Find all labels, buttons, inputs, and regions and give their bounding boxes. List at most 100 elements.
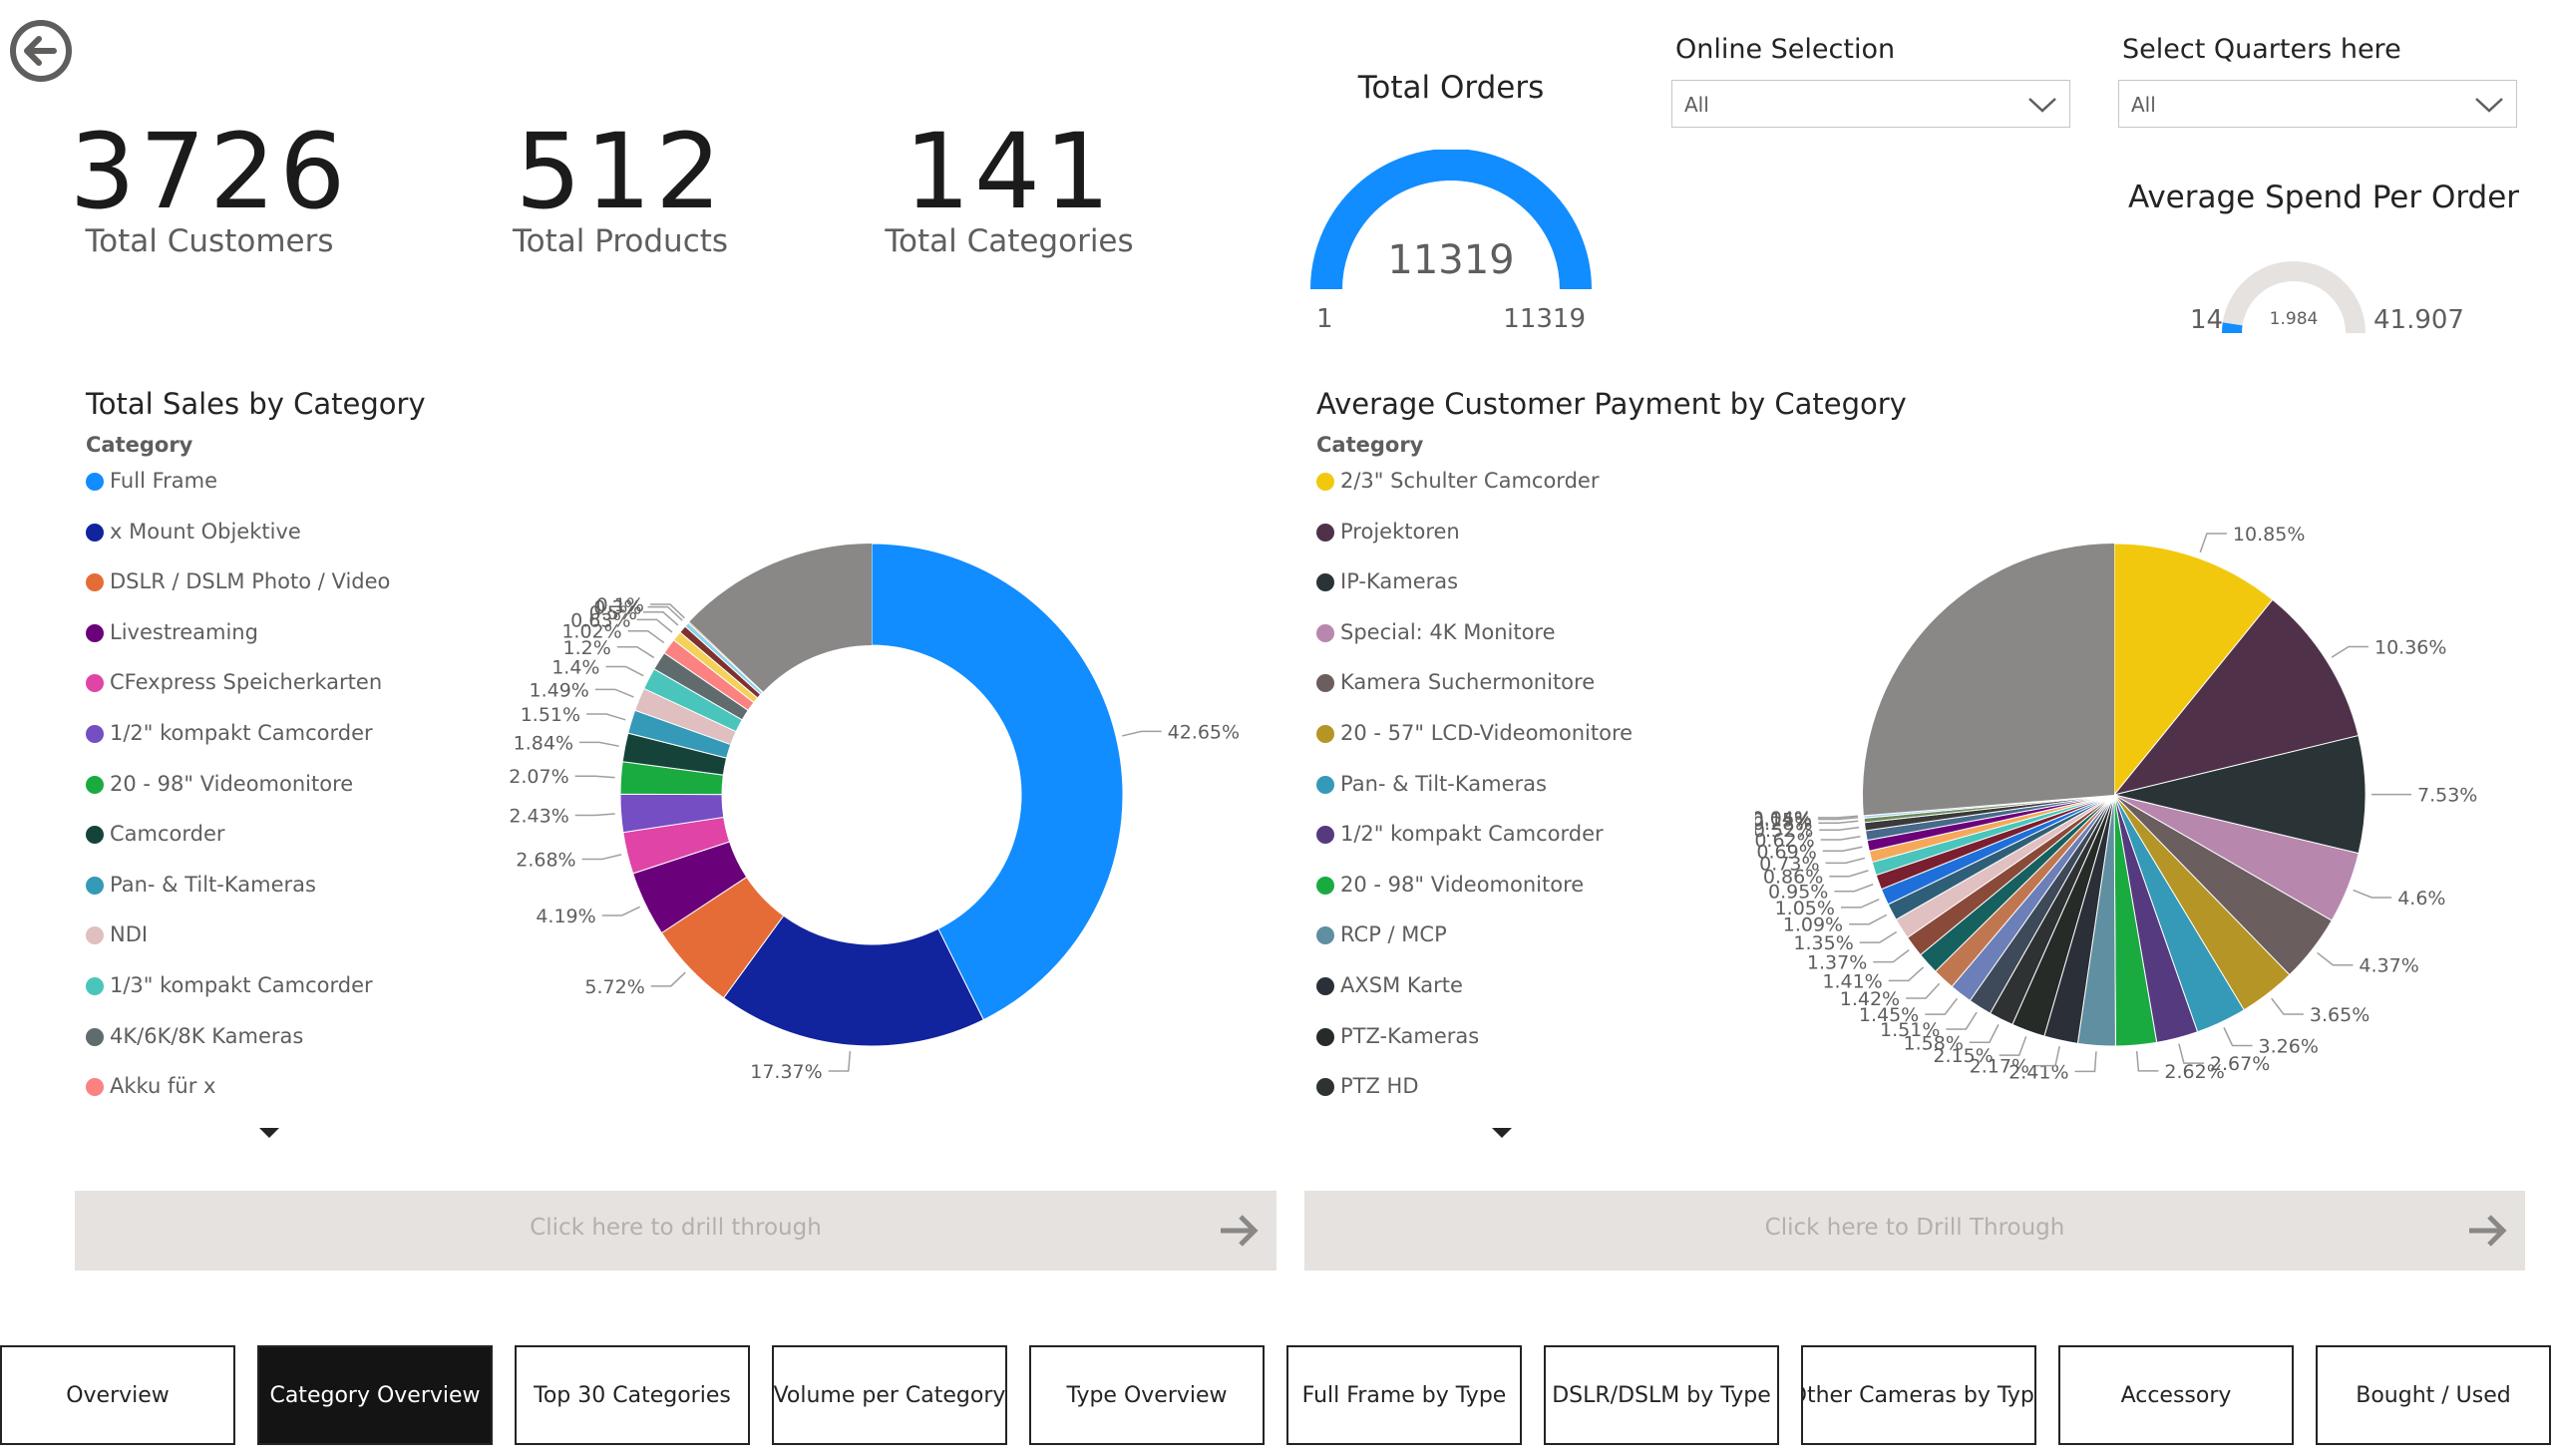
legend-item[interactable]: DSLR / DSLM Photo / Video	[86, 569, 390, 593]
legend-label: RCP / MCP	[1340, 922, 1447, 947]
legend-item[interactable]: 1/2" kompakt Camcorder	[86, 721, 373, 745]
leader-line	[1818, 820, 1859, 824]
pie-slice[interactable]	[1863, 794, 2115, 817]
online-selection-dropdown[interactable]: All	[1671, 80, 2070, 128]
pie-slice[interactable]	[871, 543, 1124, 1021]
pie-slice[interactable]	[2113, 734, 2367, 855]
legend-item[interactable]: RCP / MCP	[1316, 922, 1447, 946]
nav-button-full-frame-by-type[interactable]: Full Frame by Type	[1286, 1345, 1522, 1445]
legend-item[interactable]: x Mount Objektive	[86, 520, 301, 544]
legend-item[interactable]: Kamera Suchermonitore	[1316, 670, 1595, 694]
legend-item[interactable]: 2/3" Schulter Camcorder	[1316, 469, 1599, 493]
drill-through-button[interactable]: Click here to drill through	[75, 1191, 1276, 1271]
legend-marker	[1316, 623, 1334, 642]
legend-label: PTZ HD	[1340, 1074, 1419, 1099]
legend-label: 1/2" kompakt Camcorder	[110, 721, 373, 745]
leader-line	[2317, 951, 2354, 966]
nav-button-volume-per-category[interactable]: Volume per Category	[772, 1345, 1007, 1445]
legend-marker	[86, 523, 104, 542]
spend-gauge-min: 14	[2190, 305, 2224, 335]
leader-line	[581, 854, 622, 861]
nav-button-category-overview[interactable]: Category Overview	[257, 1345, 493, 1445]
legend-item[interactable]: Livestreaming	[86, 620, 258, 644]
legend-item[interactable]: IP-Kameras	[1316, 569, 1458, 593]
spend-gauge-value: 1.984	[2269, 309, 2319, 329]
data-label: 1.35%	[1793, 932, 1853, 954]
data-label: 5.72%	[584, 976, 644, 998]
data-label: 0.52%	[1755, 820, 1813, 842]
pie-slice[interactable]	[2113, 543, 2274, 797]
nav-button-dslr-dslm-by-type[interactable]: DSLR/DSLM by Type	[1544, 1345, 1779, 1445]
pie-slice[interactable]	[2112, 598, 2360, 796]
legend-label: NDI	[110, 922, 149, 947]
legend-item[interactable]: 20 - 98" Videomonitore	[86, 772, 353, 796]
data-label: 0.1%	[596, 594, 644, 616]
nav-button-other-cameras-by-type[interactable]: Other Cameras by Type	[1801, 1345, 2036, 1445]
legend-marker	[1316, 674, 1334, 693]
legend-item[interactable]: 4K/6K/8K Kameras	[86, 1024, 303, 1048]
legend-item[interactable]: Camcorder	[86, 822, 225, 846]
leader-line	[1121, 730, 1162, 737]
leader-line	[2331, 645, 2370, 658]
legend-label: Pan- & Tilt-Kameras	[1340, 771, 1547, 796]
leader-line	[1822, 846, 1863, 853]
legend-item[interactable]: Full Frame	[86, 469, 217, 493]
leader-line	[1849, 913, 1888, 925]
data-label: 0.62%	[1755, 830, 1815, 852]
legend-marker	[1316, 876, 1334, 895]
legend-item[interactable]: 1/2" kompakt Camcorder	[1316, 822, 1604, 846]
legend-scroll-down-icon[interactable]	[1490, 1125, 1514, 1141]
legend-item[interactable]: CFexpress Speicherkarten	[86, 670, 382, 694]
leader-line	[2223, 1027, 2253, 1047]
data-label: 2.07%	[509, 766, 568, 788]
kpi-value: 512	[515, 111, 726, 232]
slicer-title: Online Selection	[1675, 34, 1896, 65]
legend-item[interactable]: AXSM Karte	[1316, 973, 1463, 997]
data-label: 3.65%	[2310, 1004, 2370, 1026]
legend-item[interactable]: Projektoren	[1316, 520, 1460, 544]
legend-item[interactable]: 20 - 57" LCD-Videomonitore	[1316, 721, 1633, 745]
legend-item[interactable]: 20 - 98" Videomonitore	[1316, 873, 1584, 897]
pie-slice-other[interactable]	[689, 544, 872, 692]
spend-gauge-arc	[2222, 261, 2366, 334]
drill-through-button[interactable]: Click here to Drill Through	[1304, 1191, 2525, 1271]
orders-gauge-value: 11319	[1387, 237, 1515, 283]
legend-item[interactable]: Special: 4K Monitore	[1316, 620, 1556, 644]
legend-label: 4K/6K/8K Kameras	[110, 1023, 304, 1048]
data-label: 1.58%	[1904, 1032, 1964, 1054]
legend-item[interactable]: Pan- & Tilt-Kameras	[86, 873, 316, 897]
leader-line	[605, 665, 644, 677]
gauge-fill	[2222, 322, 2243, 334]
nav-button-bought-used[interactable]: Bought / Used	[2316, 1345, 2551, 1445]
legend-item[interactable]: PTZ-Kameras	[1316, 1024, 1479, 1048]
spend-gauge-title: Average Spend Per Order	[2127, 180, 2520, 215]
leader-line	[1859, 930, 1898, 943]
legend-item[interactable]: 1/3" kompakt Camcorder	[86, 973, 373, 997]
nav-button-accessory[interactable]: Accessory	[2058, 1345, 2294, 1445]
leader-line	[2135, 1050, 2159, 1072]
legend-item[interactable]: NDI	[86, 922, 148, 946]
legend-item[interactable]: Akku für x	[86, 1074, 215, 1098]
data-label: 2.41%	[2008, 1061, 2068, 1083]
kpi-label: Total Categories	[885, 223, 1134, 259]
legend-scroll-down-icon[interactable]	[257, 1125, 281, 1141]
leader-line	[1829, 870, 1869, 878]
pie-slice-other[interactable]	[1863, 544, 2114, 816]
legend-label: 20 - 98" Videomonitore	[110, 771, 354, 796]
data-label: 1.2%	[563, 637, 611, 659]
legend-item[interactable]: PTZ HD	[1316, 1074, 1419, 1098]
spend-gauge-max: 41.907	[2373, 305, 2464, 335]
legend-marker	[1316, 826, 1334, 845]
nav-button-top-30-categories[interactable]: Top 30 Categories	[515, 1345, 750, 1445]
legend-marker	[1316, 1078, 1334, 1097]
legend-item[interactable]: Pan- & Tilt-Kameras	[1316, 772, 1547, 796]
leader-line	[1819, 826, 1860, 831]
quarter-selection-dropdown[interactable]: All	[2118, 80, 2517, 128]
pie-slice[interactable]	[687, 620, 765, 694]
back-button[interactable]	[8, 18, 74, 84]
nav-button-type-overview[interactable]: Type Overview	[1029, 1345, 1265, 1445]
data-label: 4.37%	[2359, 955, 2418, 977]
nav-button-overview[interactable]: Overview	[0, 1345, 235, 1445]
data-label: 1.41%	[1822, 970, 1882, 992]
data-label: 3.26%	[2259, 1035, 2319, 1057]
